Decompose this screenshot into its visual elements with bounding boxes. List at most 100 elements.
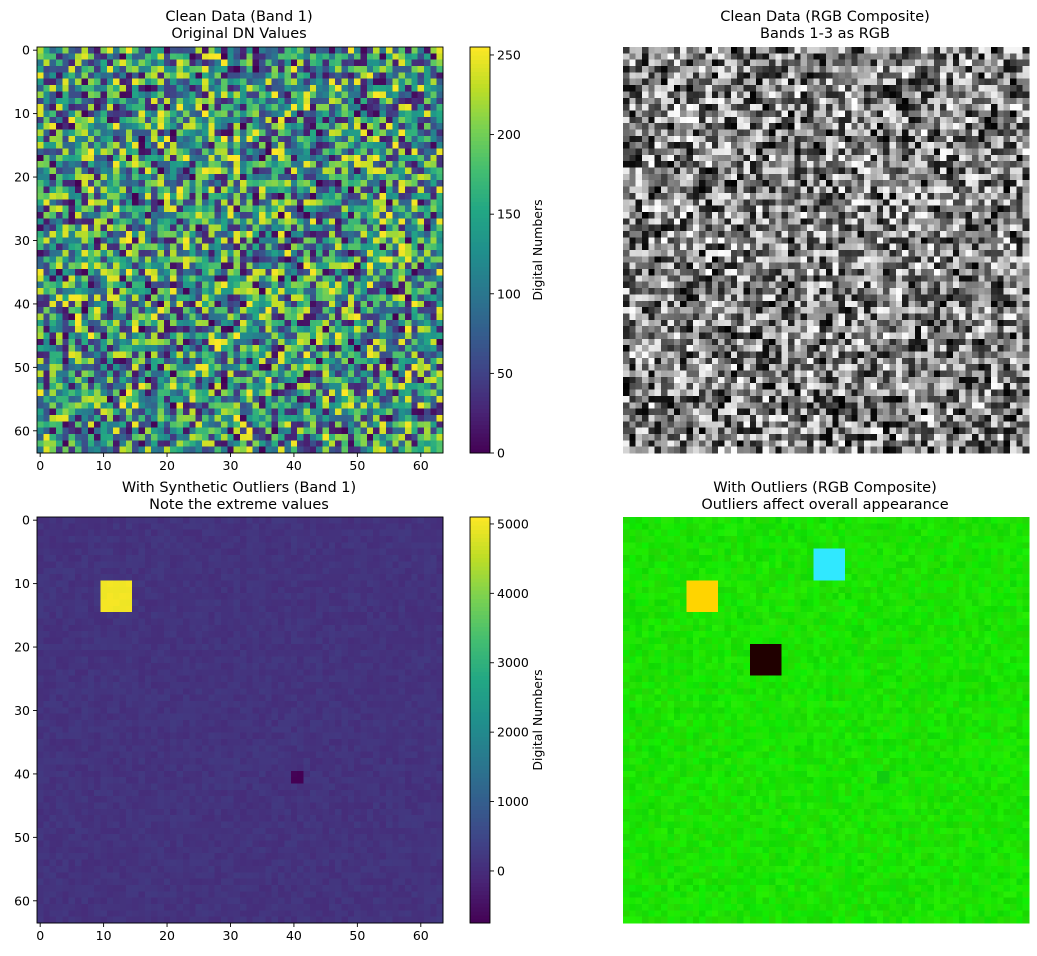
heatmap-cell — [189, 231, 196, 238]
heatmap-cell — [361, 244, 368, 251]
heatmap-cell — [100, 168, 107, 175]
heatmap-cell — [94, 301, 101, 308]
heatmap-cell — [132, 79, 139, 86]
heatmap-cell — [316, 47, 323, 54]
heatmap-cell — [113, 288, 120, 295]
heatmap-cell — [215, 352, 222, 359]
heatmap-cell — [100, 199, 107, 206]
rgb-cell — [807, 47, 814, 54]
heatmap-cell — [183, 225, 190, 232]
heatmap-cell — [139, 66, 146, 73]
heatmap-cell — [399, 390, 406, 397]
rgb-cell — [718, 72, 725, 79]
heatmap-cell — [227, 231, 234, 238]
heatmap-cell — [132, 129, 139, 136]
heatmap-cell — [208, 428, 215, 435]
heatmap-cell — [151, 396, 158, 403]
heatmap-cell — [303, 345, 310, 352]
heatmap-cell — [113, 421, 120, 428]
heatmap-cell — [246, 409, 253, 416]
heatmap-cell — [411, 218, 418, 225]
rgb-cell — [750, 104, 757, 111]
heatmap-cell — [316, 364, 323, 371]
heatmap-cell — [215, 60, 222, 67]
heatmap-cell — [386, 237, 393, 244]
heatmap-cell — [361, 421, 368, 428]
rgb-cell — [896, 66, 903, 73]
heatmap-cell — [284, 60, 291, 67]
heatmap-cell — [107, 104, 114, 111]
heatmap-cell — [69, 313, 76, 320]
heatmap-cell — [202, 345, 209, 352]
rgb-cell — [947, 47, 954, 54]
heatmap-cell — [100, 117, 107, 124]
heatmap-cell — [145, 110, 152, 117]
heatmap-cell — [113, 396, 120, 403]
heatmap-cell — [367, 377, 374, 384]
heatmap-cell — [126, 301, 133, 308]
heatmap-cell — [411, 212, 418, 219]
heatmap-cell — [380, 123, 387, 130]
heatmap-cell — [158, 91, 165, 98]
heatmap-cell — [208, 313, 215, 320]
heatmap-cell — [342, 98, 349, 105]
heatmap-cell — [202, 149, 209, 156]
heatmap-cell — [272, 383, 279, 390]
rgb-cell — [928, 72, 935, 79]
rgb-cell — [985, 79, 992, 86]
heatmap-cell — [424, 79, 431, 86]
heatmap-cell — [132, 282, 139, 289]
heatmap-cell — [177, 390, 184, 397]
heatmap-cell — [246, 358, 253, 365]
heatmap-cell — [50, 79, 57, 86]
heatmap-cell — [208, 288, 215, 295]
heatmap-cell — [253, 390, 260, 397]
heatmap-cell — [316, 60, 323, 67]
heatmap-cell — [399, 415, 406, 422]
heatmap-cell — [310, 339, 317, 346]
heatmap-cell — [94, 218, 101, 225]
heatmap-cell — [119, 193, 126, 200]
heatmap-cell — [145, 79, 152, 86]
heatmap-cell — [373, 332, 380, 339]
heatmap-cell — [310, 307, 317, 314]
heatmap-cell — [189, 447, 196, 454]
heatmap-cell — [189, 104, 196, 111]
heatmap-cell — [139, 288, 146, 295]
colorbar-segment — [470, 124, 490, 129]
heatmap-cell — [291, 447, 298, 454]
heatmap-cell — [227, 332, 234, 339]
heatmap-cell — [234, 288, 241, 295]
heatmap-cell — [151, 117, 158, 124]
heatmap-cell — [100, 256, 107, 263]
heatmap-cell — [265, 294, 272, 301]
heatmap-cell — [227, 199, 234, 206]
rgb-cell — [794, 60, 801, 67]
heatmap-cell — [405, 149, 412, 156]
heatmap-cell — [335, 421, 342, 428]
heatmap-cell — [399, 371, 406, 378]
heatmap-cell — [367, 136, 374, 143]
heatmap-cell — [119, 218, 126, 225]
heatmap-cell — [265, 409, 272, 416]
heatmap-cell — [234, 53, 241, 60]
heatmap-cell — [81, 85, 88, 92]
heatmap-cell — [272, 244, 279, 251]
rgb-cell — [648, 117, 655, 124]
heatmap-cell — [278, 244, 285, 251]
heatmap-cell — [335, 149, 342, 156]
heatmap-cell — [253, 180, 260, 187]
heatmap-cell — [284, 218, 291, 225]
heatmap-cell — [265, 244, 272, 251]
heatmap-cell — [151, 60, 158, 67]
heatmap-cell — [354, 53, 361, 60]
heatmap-cell — [424, 326, 431, 333]
colorbar-segment — [470, 445, 490, 450]
heatmap-cell — [189, 174, 196, 181]
heatmap-cell — [234, 256, 241, 263]
heatmap-cell — [316, 91, 323, 98]
heatmap-cell — [297, 161, 304, 168]
heatmap-cell — [221, 66, 228, 73]
rgb-cell — [959, 104, 966, 111]
heatmap-cell — [322, 390, 329, 397]
